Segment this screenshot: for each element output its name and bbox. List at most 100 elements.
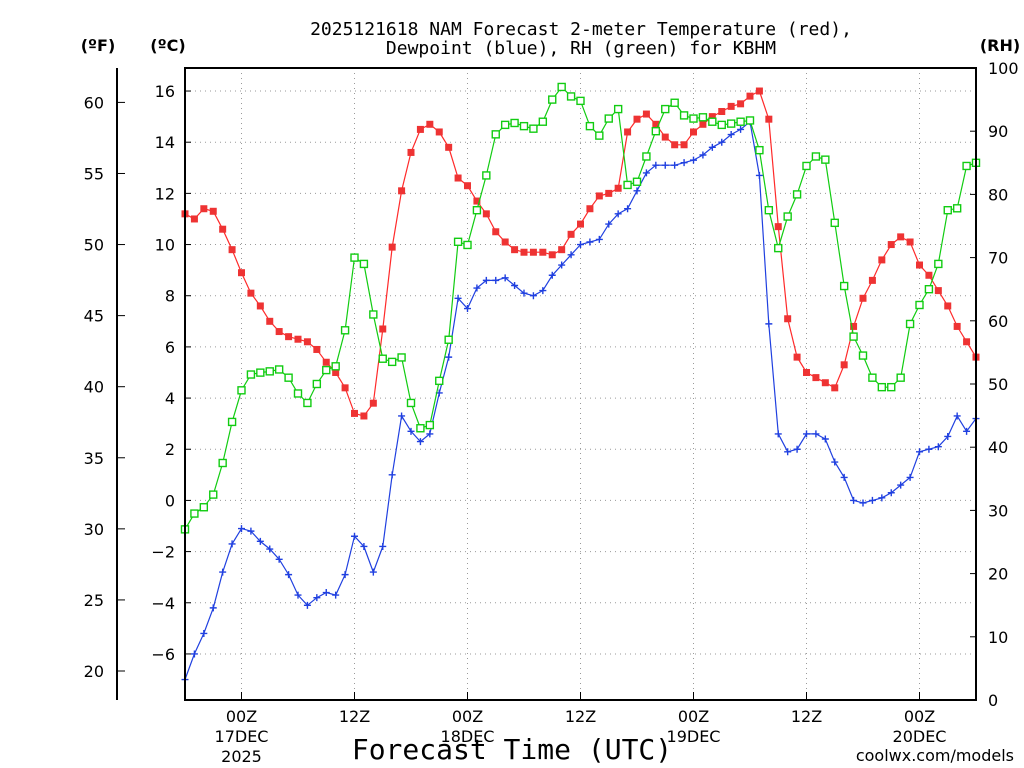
grid-lines xyxy=(185,68,976,700)
rh-point xyxy=(274,365,284,374)
celsius-tick-label: −2 xyxy=(151,543,175,562)
time-tick-label: 12Z xyxy=(565,707,596,726)
temperature-point xyxy=(558,246,566,254)
temperature-point xyxy=(944,302,952,310)
dewpoint-point xyxy=(520,289,528,297)
temperature-point xyxy=(671,141,679,149)
dewpoint-point xyxy=(793,445,801,453)
temperature-point xyxy=(850,322,858,330)
rh-point xyxy=(322,365,331,375)
rh-point xyxy=(821,155,830,164)
temperature-point xyxy=(351,409,358,417)
time-tick-label: 00Z xyxy=(226,707,257,726)
rh-point xyxy=(227,417,237,427)
rh-point xyxy=(670,98,679,107)
dewpoint-point xyxy=(548,271,556,279)
temperature-point xyxy=(539,248,547,256)
time-tick-label: 12Z xyxy=(791,707,822,726)
fahrenheit-tick-label: 25 xyxy=(84,591,104,610)
temperature-point xyxy=(266,317,274,325)
rh-point xyxy=(952,204,962,213)
temperature-point xyxy=(435,128,443,136)
time-tick-label: 12Z xyxy=(339,707,370,726)
temperature-point xyxy=(755,87,763,95)
rh-point xyxy=(962,161,971,171)
dewpoint-point xyxy=(322,589,330,597)
dewpoint-point xyxy=(680,159,688,167)
fahrenheit-tick-label: 55 xyxy=(84,164,104,183)
temperature-point xyxy=(793,353,801,361)
temperature-point xyxy=(906,238,914,246)
dewpoint-point xyxy=(624,205,632,213)
celsius-tick-label: 2 xyxy=(165,440,175,459)
rh-point xyxy=(237,386,246,395)
rh-point xyxy=(331,362,340,371)
rh-point xyxy=(482,171,491,180)
credit-text: coolwx.com/models xyxy=(856,746,1014,765)
dewpoint-point xyxy=(539,287,547,295)
temperature-point xyxy=(605,189,613,197)
temperature-point xyxy=(784,315,792,323)
dewpoint-point xyxy=(699,151,707,159)
temperature-point xyxy=(577,220,584,228)
rh-point xyxy=(689,114,698,123)
temperature-point xyxy=(614,184,622,192)
temperature-point xyxy=(803,368,810,376)
x-axis-title: Forecast Time (UTC) xyxy=(352,733,672,766)
rh-point xyxy=(905,319,915,329)
dewpoint-point xyxy=(765,320,773,328)
fahrenheit-tick-label: 45 xyxy=(84,307,104,326)
rh-tick-label: 20 xyxy=(988,565,1008,584)
temperature-point xyxy=(426,120,434,128)
dewpoint-point xyxy=(661,161,669,169)
rh-point xyxy=(435,376,444,386)
celsius-tick-label: −4 xyxy=(151,594,175,613)
rh-point xyxy=(416,424,425,433)
rh-point xyxy=(284,373,293,382)
rh-point xyxy=(849,332,858,341)
rh-point xyxy=(406,398,416,408)
temperature-point xyxy=(916,261,923,269)
dewpoint-point xyxy=(878,494,886,502)
dewpoint-point xyxy=(285,571,293,579)
rh-point xyxy=(566,92,576,101)
dewpoint-point xyxy=(511,281,519,289)
temperature-point xyxy=(511,246,519,254)
rh-tick-label: 10 xyxy=(988,628,1008,647)
rh-point xyxy=(369,310,378,319)
temperature-point xyxy=(699,120,707,128)
dewpoint-point xyxy=(238,525,245,533)
temperature-point xyxy=(529,248,537,256)
rh-point xyxy=(783,212,792,221)
rh-point xyxy=(924,285,934,294)
rh-point xyxy=(651,126,661,136)
fahrenheit-unit-label: (ºF) xyxy=(81,36,116,55)
dewpoint-point xyxy=(963,427,971,435)
rh-tick-label: 90 xyxy=(988,122,1008,141)
dewpoint-point xyxy=(379,542,387,550)
dewpoint-point xyxy=(294,591,302,599)
temperature-point xyxy=(294,335,302,343)
dewpoint-point xyxy=(558,261,566,269)
dewpoint-point xyxy=(953,412,961,420)
dewpoint-point xyxy=(341,571,349,579)
dewpoint-point xyxy=(708,143,716,151)
rh-point xyxy=(340,326,350,335)
rh-point xyxy=(246,370,256,379)
temperature-point xyxy=(859,294,867,302)
rh-point xyxy=(661,104,670,114)
temperature-point xyxy=(708,113,716,121)
dewpoint-point xyxy=(821,435,829,443)
rh-point xyxy=(397,353,406,362)
dewpoint-point xyxy=(727,131,735,139)
temperature-point xyxy=(746,92,754,100)
rh-point xyxy=(350,253,359,262)
temperature-point xyxy=(501,238,509,246)
temperature-point xyxy=(548,251,556,259)
rh-point xyxy=(604,114,613,123)
rh-tick-label: 30 xyxy=(988,501,1008,520)
temperature-point xyxy=(190,215,198,223)
fahrenheit-tick-label: 40 xyxy=(84,378,104,397)
temperature-point xyxy=(313,345,321,353)
